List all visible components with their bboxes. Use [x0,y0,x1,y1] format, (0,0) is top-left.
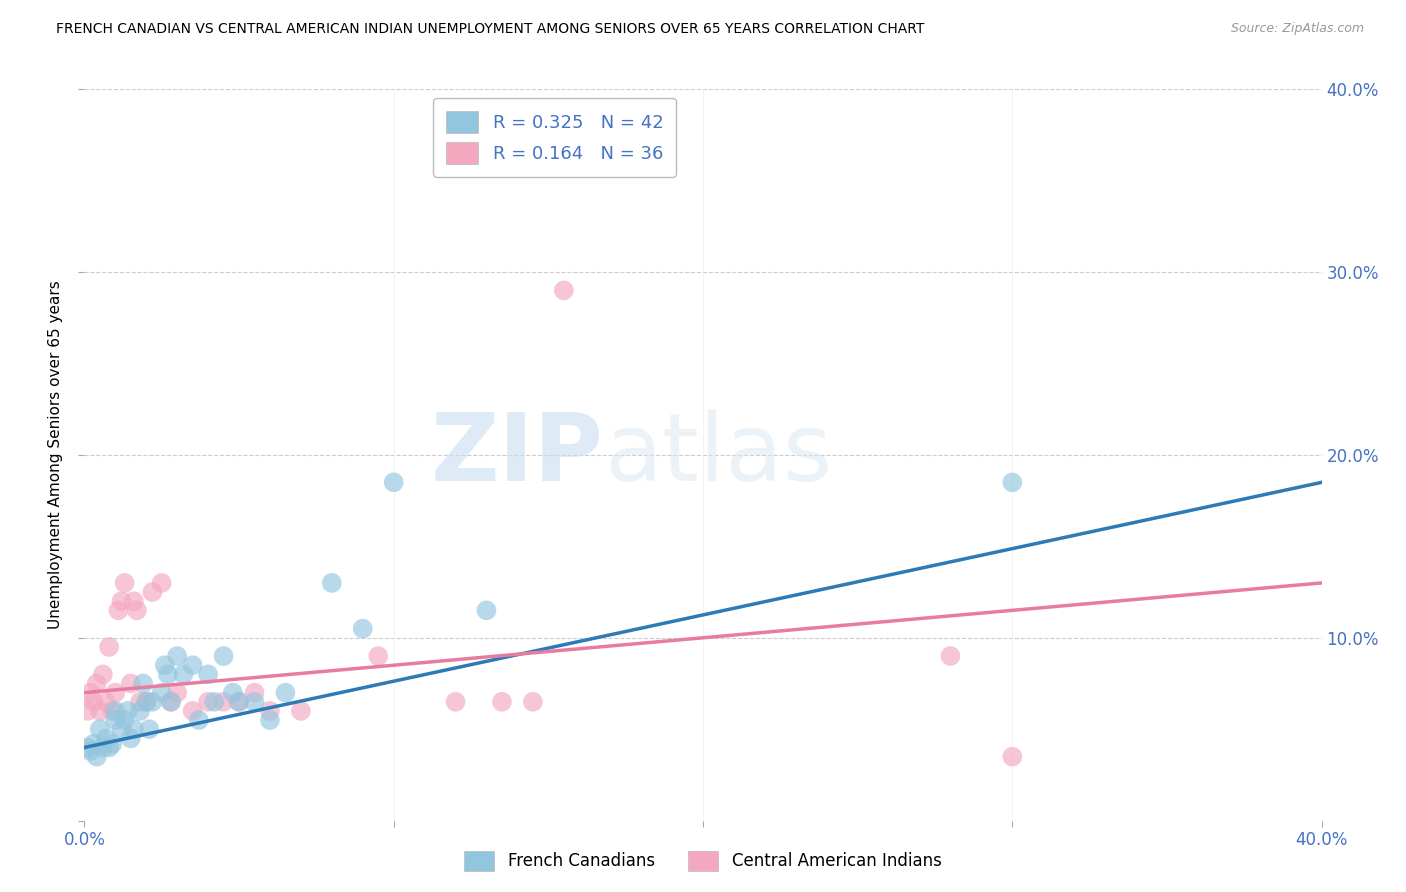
Point [352,622,374,636]
Point [1001,749,1024,764]
Text: atlas: atlas [605,409,832,501]
Point [160,695,183,709]
Point [939,649,962,664]
Point [83,737,105,751]
Point [153,658,176,673]
Point [212,649,235,664]
Point [274,685,297,699]
Point [91,740,114,755]
Point [367,649,389,664]
Point [259,704,281,718]
Point [259,713,281,727]
Point [101,737,124,751]
Point [135,695,157,709]
Point [83,695,105,709]
Point [86,676,108,690]
Point [382,475,405,490]
Point [120,731,142,746]
Point [94,695,117,709]
Point [553,284,575,298]
Point [187,713,209,727]
Text: Source: ZipAtlas.com: Source: ZipAtlas.com [1230,22,1364,36]
Point [129,695,152,709]
Point [76,704,98,718]
Point [321,576,343,591]
Point [132,676,155,690]
Point [228,695,250,709]
Point [76,740,98,755]
Point [197,667,219,681]
Point [122,594,145,608]
Point [129,704,152,718]
Point [98,640,121,654]
Point [475,603,498,617]
Point [94,731,117,746]
Point [141,695,163,709]
Point [117,704,139,718]
Point [228,695,250,709]
Point [110,594,132,608]
Point [89,704,111,718]
Point [122,723,145,737]
Legend: R = 0.325   N = 42, R = 0.164   N = 36: R = 0.325 N = 42, R = 0.164 N = 36 [433,98,676,177]
Point [114,713,136,727]
Point [212,695,235,709]
Point [89,723,111,737]
Point [104,685,127,699]
Point [290,704,312,718]
Point [491,695,513,709]
Point [107,603,129,617]
Y-axis label: Unemployment Among Seniors over 65 years: Unemployment Among Seniors over 65 years [48,281,63,629]
Point [156,667,179,681]
Point [135,695,157,709]
Point [120,676,142,690]
Point [522,695,544,709]
Point [166,685,188,699]
Point [181,704,204,718]
Point [138,723,160,737]
Point [104,713,127,727]
Text: FRENCH CANADIAN VS CENTRAL AMERICAN INDIAN UNEMPLOYMENT AMONG SENIORS OVER 65 YE: FRENCH CANADIAN VS CENTRAL AMERICAN INDI… [56,22,925,37]
Point [79,685,101,699]
Point [166,649,188,664]
Point [160,695,183,709]
Point [444,695,467,709]
Point [172,667,194,681]
Text: ZIP: ZIP [432,409,605,501]
Point [104,704,127,718]
Point [181,658,204,673]
Point [110,723,132,737]
Point [197,695,219,709]
Legend: French Canadians, Central American Indians: French Canadians, Central American India… [456,842,950,880]
Point [114,576,136,591]
Point [125,603,148,617]
Point [86,749,108,764]
Point [141,585,163,599]
Point [150,685,173,699]
Point [91,667,114,681]
Point [222,685,245,699]
Point [202,695,225,709]
Point [98,740,121,755]
Point [79,744,101,758]
Point [243,685,266,699]
Point [243,695,266,709]
Point [101,704,124,718]
Point [1001,475,1024,490]
Point [150,576,173,591]
